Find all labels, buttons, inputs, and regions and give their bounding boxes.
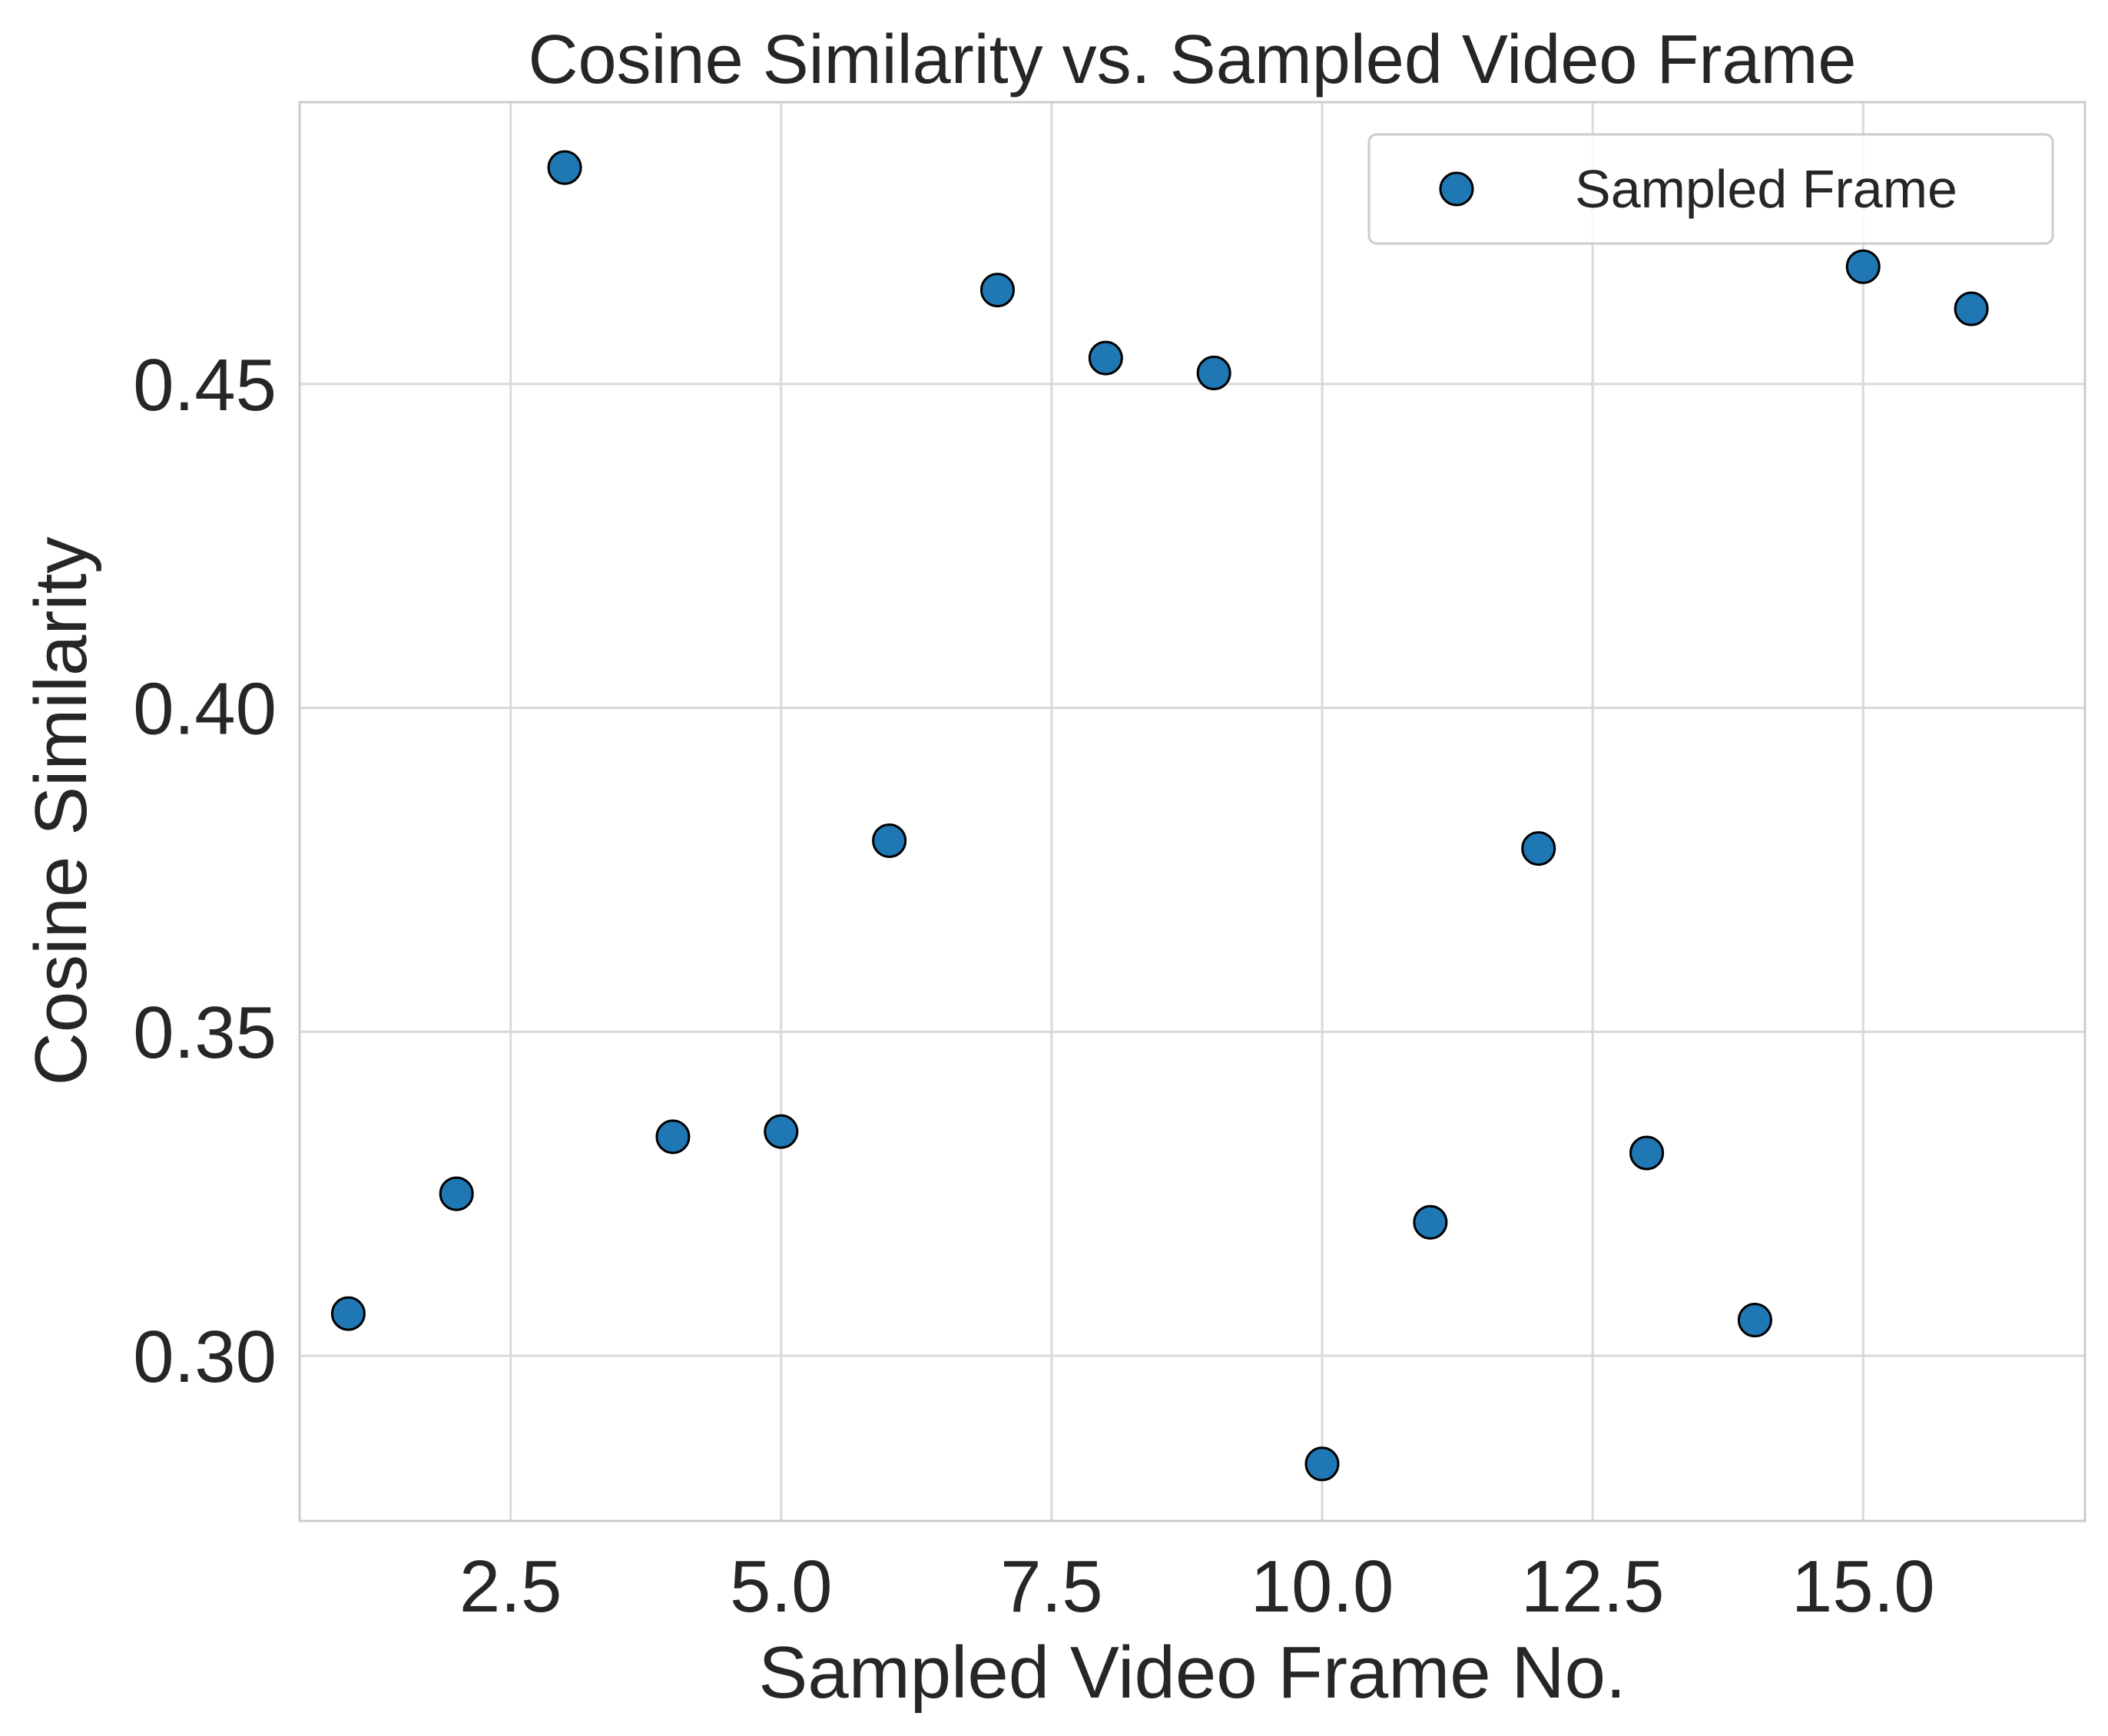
- data-points: [330, 150, 1989, 1482]
- data-point-1: [330, 1296, 366, 1331]
- legend: Sampled Frame: [1367, 133, 2054, 245]
- y-axis-label: Cosine Similarity: [20, 537, 102, 1086]
- data-point-14: [1737, 1303, 1772, 1338]
- x-tick-label-0: 2.5: [459, 1546, 562, 1628]
- x-tick-labels: 2.5 5.0 7.5 10.0 12.5 15.0: [459, 1546, 1935, 1628]
- grid-lines: [300, 102, 2085, 1521]
- x-tick-label-1: 5.0: [730, 1546, 832, 1628]
- data-point-3: [547, 150, 582, 185]
- x-tick-label-3: 10.0: [1251, 1546, 1394, 1628]
- data-point-4: [655, 1119, 691, 1155]
- y-tick-label-1: 0.35: [133, 992, 277, 1074]
- x-tick-label-5: 15.0: [1791, 1546, 1935, 1628]
- data-point-9: [1196, 356, 1231, 391]
- data-point-7: [979, 273, 1015, 308]
- data-point-5: [764, 1114, 799, 1149]
- x-axis-label: Sampled Video Frame No.: [758, 1632, 1626, 1714]
- y-tick-labels: 0.30 0.35 0.40 0.45: [133, 344, 277, 1398]
- data-point-2: [439, 1176, 474, 1211]
- data-point-8: [1088, 340, 1123, 376]
- data-point-6: [872, 823, 907, 858]
- data-point-12: [1521, 831, 1556, 866]
- x-tick-label-4: 12.5: [1521, 1546, 1665, 1628]
- y-tick-label-2: 0.40: [133, 668, 277, 750]
- data-point-11: [1413, 1204, 1448, 1240]
- x-tick-label-2: 7.5: [1000, 1546, 1102, 1628]
- plot-frame: [298, 101, 2086, 1522]
- legend-marker: [1439, 171, 1474, 207]
- data-point-10: [1304, 1446, 1340, 1482]
- chart-title: Cosine Similarity vs. Sampled Video Fram…: [529, 22, 1857, 98]
- y-tick-label-0: 0.30: [133, 1316, 277, 1398]
- data-point-15: [1845, 249, 1881, 284]
- y-tick-label-3: 0.45: [133, 344, 277, 426]
- legend-box: [1367, 133, 2054, 245]
- legend-label: Sampled Frame: [1575, 159, 1957, 219]
- data-point-16: [1954, 291, 1989, 326]
- data-point-13: [1629, 1135, 1665, 1171]
